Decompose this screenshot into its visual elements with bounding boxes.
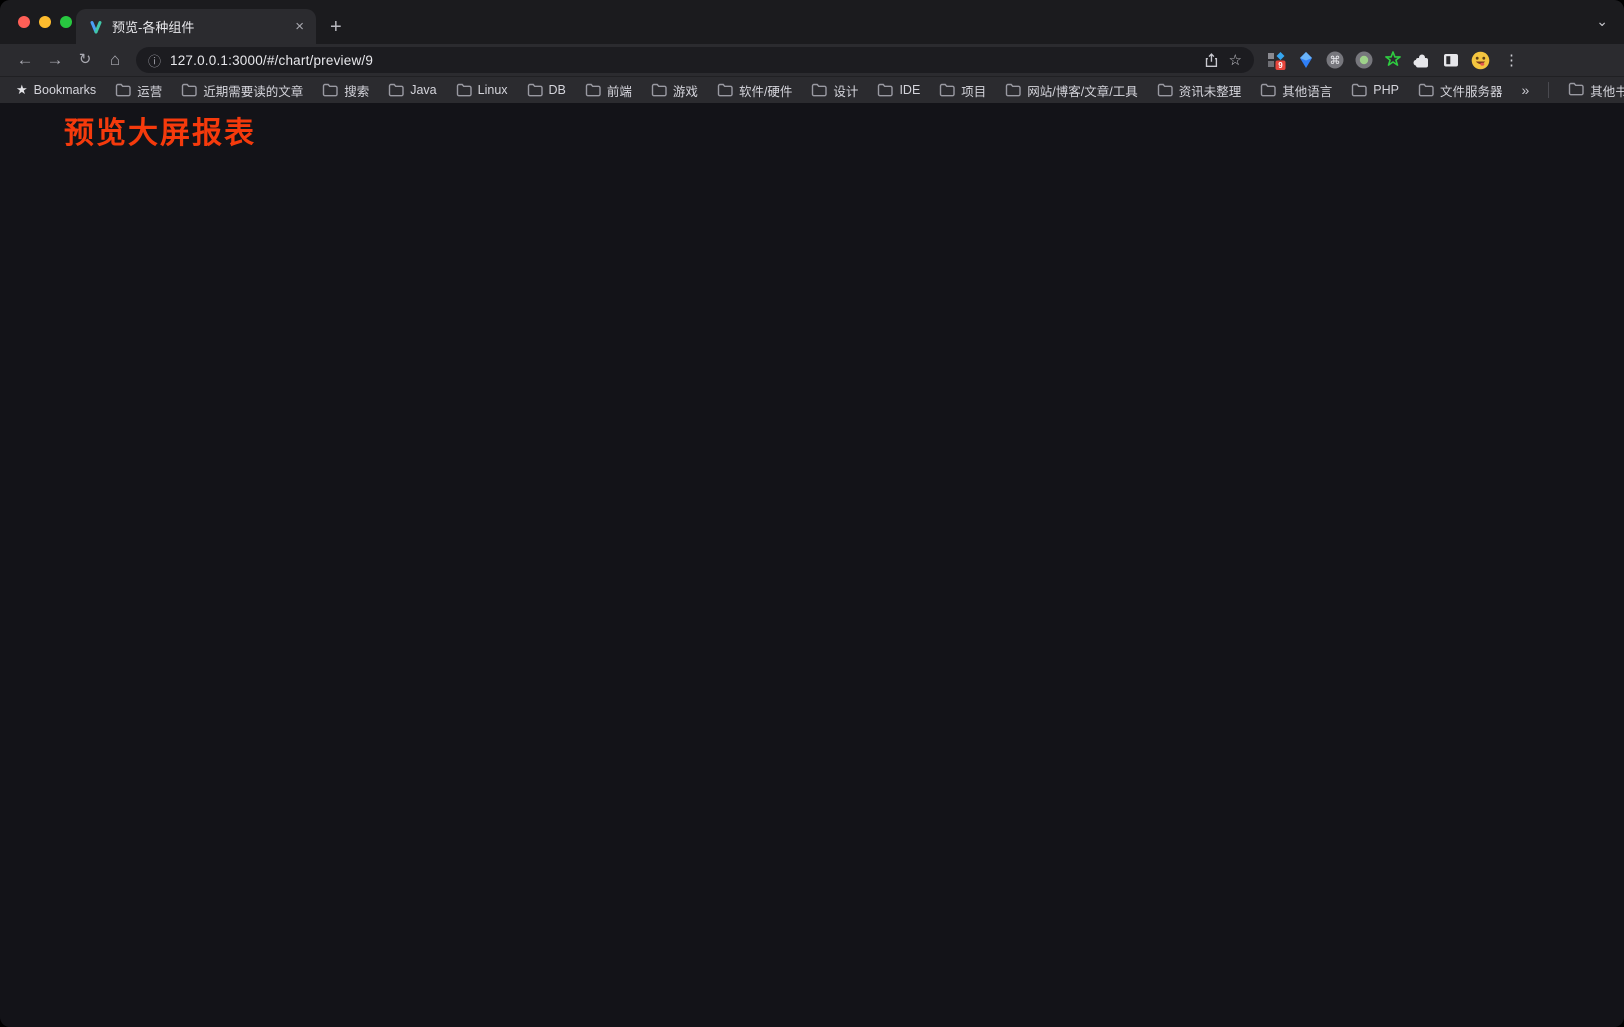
bookmark-label: DB bbox=[548, 83, 566, 97]
address-bar[interactable]: ⓘ 127.0.0.1:3000/#/chart/preview/9 ☆ bbox=[136, 47, 1254, 73]
folder-icon bbox=[1568, 82, 1584, 99]
tab-strip: 预览-各种组件 × + ⌄ bbox=[0, 0, 1624, 44]
kite-extension-icon[interactable] bbox=[1296, 50, 1316, 70]
new-tab-button[interactable]: + bbox=[330, 16, 342, 38]
chart-two-series-area[interactable] bbox=[95, 680, 395, 835]
page-title: 预览大屏报表 bbox=[64, 117, 256, 150]
chart-percent-gauge[interactable] bbox=[1035, 643, 1335, 798]
bookmark-folder[interactable]: 项目 bbox=[939, 81, 986, 100]
record-circle-extension-icon[interactable] bbox=[1354, 50, 1374, 70]
emoji-face-extension-icon[interactable] bbox=[1470, 50, 1491, 71]
close-window-button[interactable] bbox=[18, 16, 30, 28]
bookmark-folder[interactable]: IDE bbox=[877, 83, 920, 97]
bookmark-star-icon[interactable]: ☆ bbox=[1228, 52, 1242, 69]
minimize-window-button[interactable] bbox=[39, 16, 51, 28]
star-icon: ★ bbox=[16, 82, 28, 97]
chart-gradient-line[interactable] bbox=[495, 400, 795, 555]
url-text[interactable]: 127.0.0.1:3000/#/chart/preview/9 bbox=[170, 52, 374, 68]
tabstrip-chevron-icon[interactable]: ⌄ bbox=[1596, 13, 1608, 29]
browser-toolbar: ← → ↻ ⌂ ⓘ 127.0.0.1:3000/#/chart/preview… bbox=[0, 44, 1624, 76]
bookmark-folder[interactable]: 网站/博客/文章/工具 bbox=[1005, 81, 1138, 100]
chart-blue-area[interactable] bbox=[975, 388, 1275, 543]
reload-button[interactable]: ↻ bbox=[78, 51, 92, 68]
bookmark-folder[interactable]: 近期需要读的文章 bbox=[181, 81, 303, 100]
page-content: 预览大屏报表 bbox=[0, 103, 1624, 1027]
chart-two-series-line[interactable] bbox=[40, 423, 340, 578]
favicon-icon bbox=[90, 20, 102, 33]
bookmark-folder[interactable]: Java bbox=[388, 83, 437, 97]
bookmark-label: 游戏 bbox=[672, 84, 698, 99]
command-circle-extension-icon[interactable]: ⌘ bbox=[1325, 50, 1345, 70]
bookmark-label: 软件/硬件 bbox=[738, 84, 793, 99]
bookmark-folder[interactable]: 游戏 bbox=[651, 81, 698, 100]
bookmark-folder[interactable]: 资讯未整理 bbox=[1157, 81, 1242, 100]
bookmark-folder[interactable]: DB bbox=[527, 83, 566, 97]
zoom-window-button[interactable] bbox=[60, 16, 72, 28]
bookmark-label: 近期需要读的文章 bbox=[203, 84, 304, 99]
bookmark-item-other[interactable]: 其他书签 bbox=[1568, 81, 1624, 100]
bookmark-label: 其他语言 bbox=[1282, 84, 1333, 99]
browser-menu-icon[interactable]: ⋮ bbox=[1504, 52, 1519, 69]
bookmark-folder[interactable]: Linux bbox=[456, 83, 508, 97]
bookmark-folder[interactable]: 软件/硬件 bbox=[717, 81, 792, 100]
bookmark-label: 其他书签 bbox=[1590, 84, 1624, 99]
bookmark-label: 运营 bbox=[137, 84, 163, 99]
share-icon[interactable] bbox=[1202, 51, 1220, 69]
bookmarks-divider bbox=[1548, 82, 1550, 98]
bookmark-folder[interactable]: 文件服务器 bbox=[1418, 81, 1503, 100]
bookmark-folder[interactable]: 设计 bbox=[811, 81, 858, 100]
extension-badge: 9 bbox=[1278, 61, 1283, 70]
home-button[interactable]: ⌂ bbox=[109, 50, 121, 69]
bookmark-folder-list: 运营 近期需要读的文章 搜索 Java Linux DB 前端 游戏 软件/硬件 设计 IDE 项目 网… bbox=[115, 81, 1502, 100]
svg-text:⌘: ⌘ bbox=[1330, 55, 1341, 67]
bookmark-label: 网站/博客/文章/工具 bbox=[1027, 84, 1138, 99]
bookmarks-overflow-chevron[interactable]: » bbox=[1521, 82, 1530, 98]
bookmark-folder[interactable]: 其他语言 bbox=[1260, 81, 1332, 100]
bookmark-label: 设计 bbox=[833, 84, 859, 99]
site-info-icon[interactable]: ⓘ bbox=[148, 53, 162, 69]
bookmarks-bar: ★ Bookmarks 运营 近期需要读的文章 搜索 Java Linux DB 前端 游戏 软… bbox=[0, 76, 1624, 103]
bookmark-label: 搜索 bbox=[344, 84, 370, 99]
window-controls bbox=[18, 16, 72, 28]
bookmark-label: PHP bbox=[1373, 83, 1399, 97]
browser-tab[interactable]: 预览-各种组件 × bbox=[76, 9, 316, 44]
bookmark-label: 前端 bbox=[606, 84, 632, 99]
bookmark-label: Linux bbox=[477, 83, 508, 97]
grid-diamond-extension-icon[interactable]: 9 bbox=[1266, 50, 1287, 71]
extensions-puzzle-icon[interactable] bbox=[1412, 50, 1432, 70]
bookmark-label: 文件服务器 bbox=[1439, 84, 1503, 99]
bookmark-folder[interactable]: PHP bbox=[1351, 83, 1399, 97]
bookmark-label: Java bbox=[410, 83, 437, 97]
tab-close-icon[interactable]: × bbox=[295, 18, 304, 35]
green-star-extension-icon[interactable] bbox=[1383, 50, 1403, 70]
bookmark-folder[interactable]: 搜索 bbox=[322, 81, 369, 100]
bookmark-folder[interactable]: 前端 bbox=[585, 81, 632, 100]
extensions-area: 9 ⌘ bbox=[1266, 50, 1519, 71]
chart-horizontal-bar[interactable] bbox=[495, 150, 795, 305]
chart-weekday-donut[interactable] bbox=[530, 640, 830, 795]
side-panel-icon[interactable] bbox=[1441, 50, 1461, 70]
bookmark-label: 资讯未整理 bbox=[1178, 84, 1242, 99]
bookmark-item-bookmarks[interactable]: ★ Bookmarks bbox=[16, 82, 96, 98]
bookmark-label: IDE bbox=[899, 83, 921, 97]
forward-button[interactable]: → bbox=[46, 50, 64, 69]
tab-title: 预览-各种组件 bbox=[112, 20, 195, 35]
bookmark-label: 项目 bbox=[961, 84, 987, 99]
chart-grouped-bar[interactable] bbox=[35, 147, 455, 370]
back-button[interactable]: ← bbox=[16, 50, 34, 69]
chart-city-progress[interactable] bbox=[985, 155, 1285, 310]
bookmark-label: Bookmarks bbox=[33, 83, 97, 97]
bookmark-folder[interactable]: 运营 bbox=[115, 81, 162, 100]
